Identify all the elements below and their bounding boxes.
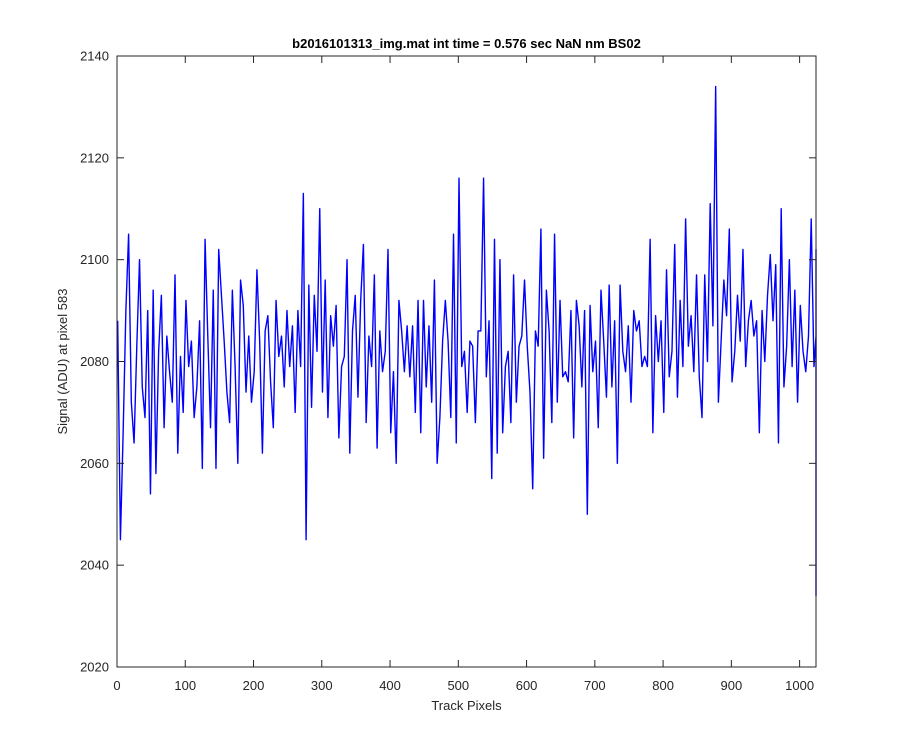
x-tick-label: 700: [584, 678, 606, 693]
x-tick-label: 800: [652, 678, 674, 693]
x-axis-title: Track Pixels: [431, 698, 502, 713]
y-tick-label: 2060: [80, 456, 109, 471]
chart-title: b2016101313_img.mat int time = 0.576 sec…: [292, 36, 641, 51]
y-tick-label: 2020: [80, 660, 109, 675]
x-tick-label: 0: [113, 678, 120, 693]
x-tick-label: 900: [721, 678, 743, 693]
x-tick-label: 200: [243, 678, 265, 693]
x-tick-label: 600: [516, 678, 538, 693]
x-tick-label: 1000: [785, 678, 814, 693]
y-tick-label: 2120: [80, 150, 109, 165]
y-tick-label: 2100: [80, 252, 109, 267]
x-tick-label: 500: [447, 678, 469, 693]
x-tick-label: 300: [311, 678, 333, 693]
y-axis-title: Signal (ADU) at pixel 583: [55, 289, 70, 435]
tick-layer: 0 100 200 300 400 500 600 700 800 900 1000 2020 2040…: [80, 49, 816, 693]
axes-background: [117, 56, 816, 667]
y-tick-label: 2080: [80, 354, 109, 369]
y-tick-label: 2040: [80, 558, 109, 573]
x-tick-label: 100: [174, 678, 196, 693]
y-tick-label: 2140: [80, 49, 109, 64]
x-tick-label: 400: [379, 678, 401, 693]
